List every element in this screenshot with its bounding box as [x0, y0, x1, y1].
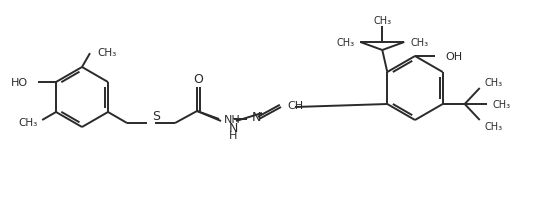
Text: HO: HO [11, 78, 28, 88]
Text: CH₃: CH₃ [493, 100, 511, 109]
Text: CH₃: CH₃ [410, 38, 428, 48]
Text: CH₃: CH₃ [336, 38, 354, 48]
Text: CH₃: CH₃ [373, 16, 391, 26]
Text: CH₃: CH₃ [18, 117, 37, 127]
Text: CH: CH [287, 100, 303, 110]
Text: O: O [193, 73, 203, 86]
Text: NH: NH [224, 114, 241, 124]
Text: CH₃: CH₃ [485, 121, 503, 131]
Text: CH₃: CH₃ [97, 48, 116, 58]
Text: H: H [229, 130, 237, 140]
Text: S: S [152, 109, 160, 122]
Text: N: N [229, 121, 238, 134]
Text: OH: OH [445, 52, 462, 62]
Text: CH₃: CH₃ [485, 78, 503, 88]
Text: N: N [252, 111, 261, 124]
